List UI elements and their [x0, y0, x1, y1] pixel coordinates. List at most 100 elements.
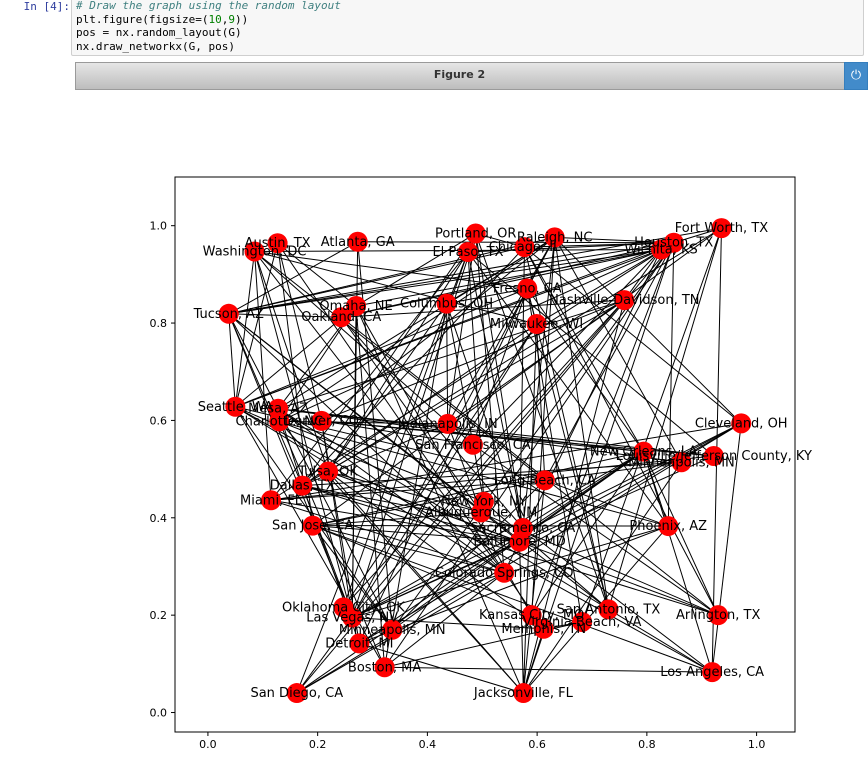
graph-edge: [554, 236, 674, 244]
node-label: Indianapolis, IN: [398, 417, 498, 432]
graph-edge: [544, 479, 669, 527]
graph-edge: [312, 525, 532, 616]
graph-edge: [554, 237, 742, 424]
graph-edge: [254, 251, 505, 574]
node-label: Milwaukee, WI: [490, 317, 583, 332]
graph-edge: [351, 323, 537, 618]
graph-edge: [277, 408, 713, 673]
graph-edge: [607, 227, 722, 610]
graph-node: [382, 619, 403, 640]
graph-node: [347, 231, 368, 252]
graph-edge: [544, 461, 682, 481]
graph-edge: [355, 305, 524, 694]
graph-edge: [472, 249, 662, 446]
graph-edge: [279, 420, 448, 425]
graph-edge: [254, 249, 662, 252]
node-label: Baltimore, MD: [473, 535, 565, 550]
graph-edge: [522, 462, 682, 694]
node-label: Nashville-Davidson, TN: [549, 293, 699, 308]
graph-edge: [531, 451, 644, 616]
node-label: Charlotte, NC: [236, 414, 323, 429]
graph-node: [218, 303, 239, 324]
graph-edge: [302, 485, 719, 616]
graph-node: [436, 293, 457, 314]
y-tick-label: 1.0: [150, 220, 168, 233]
graph-edge: [340, 316, 719, 616]
code-comment: # Draw the graph using the random layout: [76, 0, 341, 12]
graph-edge: [277, 243, 322, 422]
graph-node: [703, 445, 724, 466]
power-icon[interactable]: ⏻: [844, 62, 868, 90]
node-label: Colorado Springs, CO: [435, 566, 574, 581]
graph-edge: [447, 299, 625, 425]
graph-node: [533, 618, 554, 639]
node-label: Oklahoma City, OK: [282, 600, 405, 615]
cell-prompt: In [4]:: [23, 0, 70, 13]
x-tick-label: 0.6: [528, 738, 546, 751]
graph-edge: [296, 451, 644, 694]
graph-edge: [524, 246, 609, 610]
graph-node: [651, 239, 672, 260]
graph-edge: [355, 249, 662, 307]
node-label: Atlanta, GA: [321, 235, 395, 250]
x-tick-label: 0.8: [638, 738, 656, 751]
code-cell[interactable]: In [4]: # Draw the graph using the rando…: [0, 0, 868, 62]
graph-edge: [352, 541, 520, 619]
y-tick-label: 0.0: [150, 707, 168, 720]
node-label: Miami, FL: [240, 493, 303, 508]
graph-node: [286, 683, 307, 704]
code-editor[interactable]: # Draw the graph using the random layout…: [71, 0, 864, 56]
graph-node: [311, 410, 332, 431]
code-line-3: nx.draw_networkx(G, pos): [76, 39, 235, 53]
node-label: San Francisco, CA: [415, 438, 531, 453]
graph-edge: [524, 246, 742, 424]
graph-edge: [254, 251, 272, 501]
node-label: Mesa, AZ: [248, 402, 308, 417]
graph-edge: [340, 316, 482, 513]
graph-edge: [446, 303, 524, 529]
graph-node: [711, 218, 732, 239]
graph-edge: [296, 422, 742, 694]
graph-node: [457, 241, 478, 262]
figure-toolbar: Figure 2 ⏻: [75, 62, 868, 90]
graph-edge: [526, 288, 609, 610]
graph-edge: [519, 422, 742, 543]
graph-edge: [554, 237, 682, 463]
graph-edge: [254, 251, 329, 472]
graph-edge: [667, 242, 675, 527]
graph-edge: [279, 420, 669, 527]
graph-edge: [302, 299, 625, 487]
graph-edge: [446, 303, 449, 424]
graph-edge: [312, 479, 545, 527]
node-label: Virginia Beach, VA: [523, 615, 642, 630]
graph-node: [349, 633, 370, 654]
graph-node: [465, 223, 486, 244]
graph-edge: [302, 323, 537, 487]
graph-edge: [321, 420, 474, 446]
graph-edge: [312, 525, 393, 631]
y-tick-label: 0.8: [150, 317, 168, 330]
graph-edge: [277, 236, 555, 410]
node-label: Cleveland, OH: [695, 416, 788, 431]
graph-edge: [341, 299, 625, 318]
node-label: New York, NY: [441, 495, 527, 510]
graph-edge: [554, 237, 609, 610]
y-tick-label: 0.4: [150, 512, 168, 525]
graph-edge: [235, 288, 528, 408]
graph-edge: [357, 241, 674, 244]
graph-edge: [524, 246, 719, 616]
node-label: Boston, MA: [348, 660, 421, 675]
graph-edge: [526, 288, 644, 452]
graph-edge: [279, 420, 485, 503]
graph-node: [244, 241, 265, 262]
x-tick-label: 0.2: [309, 738, 327, 751]
node-label: Jacksonville, FL: [473, 686, 574, 701]
graph-nodes: [218, 218, 752, 704]
node-label: Oakland, CA: [301, 310, 381, 325]
node-label: Austin, TX: [245, 236, 311, 251]
code-line-2: pos = nx.random_layout(G): [76, 26, 242, 39]
node-label: San Jose, CA: [272, 519, 353, 534]
node-label: Arlington, TX: [676, 608, 760, 623]
node-label: Wichita, KS: [624, 243, 697, 258]
node-label: Denver, CO: [284, 414, 359, 429]
